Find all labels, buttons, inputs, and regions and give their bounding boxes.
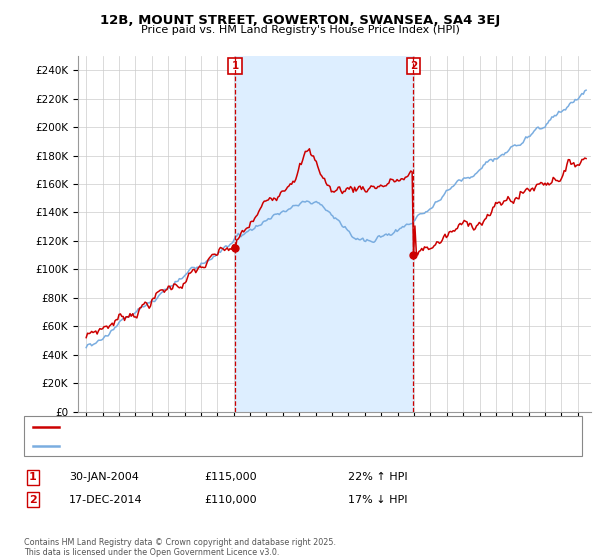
- Text: 30-JAN-2004: 30-JAN-2004: [69, 472, 139, 482]
- Text: 17% ↓ HPI: 17% ↓ HPI: [348, 494, 407, 505]
- Text: 1: 1: [29, 472, 37, 482]
- Text: 12B, MOUNT STREET, GOWERTON, SWANSEA, SA4 3EJ: 12B, MOUNT STREET, GOWERTON, SWANSEA, SA…: [100, 14, 500, 27]
- Bar: [235, 56, 413, 412]
- Text: HPI: Average price, semi-detached house, Swansea: HPI: Average price, semi-detached house,…: [65, 441, 310, 450]
- Text: Price paid vs. HM Land Registry's House Price Index (HPI): Price paid vs. HM Land Registry's House …: [140, 25, 460, 35]
- Text: £115,000: £115,000: [204, 472, 257, 482]
- Text: 2: 2: [410, 61, 417, 71]
- Text: 22% ↑ HPI: 22% ↑ HPI: [348, 472, 407, 482]
- Text: £110,000: £110,000: [204, 494, 257, 505]
- Text: 1: 1: [232, 61, 239, 71]
- Text: Contains HM Land Registry data © Crown copyright and database right 2025.
This d: Contains HM Land Registry data © Crown c…: [24, 538, 336, 557]
- Text: 2: 2: [29, 494, 37, 505]
- Text: 17-DEC-2014: 17-DEC-2014: [69, 494, 143, 505]
- Text: 12B, MOUNT STREET, GOWERTON, SWANSEA, SA4 3EJ (semi-detached house): 12B, MOUNT STREET, GOWERTON, SWANSEA, SA…: [65, 422, 433, 431]
